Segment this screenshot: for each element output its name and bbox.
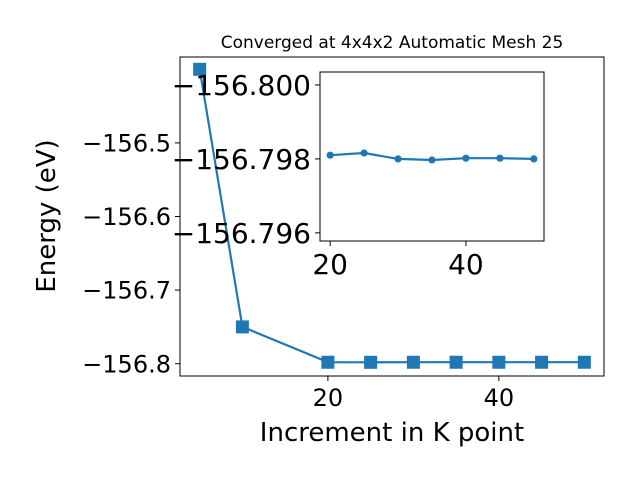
inset-data-point bbox=[360, 149, 368, 157]
main-data-point bbox=[406, 355, 420, 369]
inset-data-point bbox=[462, 154, 470, 162]
main-data-point bbox=[321, 355, 335, 369]
main-data-point bbox=[577, 355, 591, 369]
inset-x-tick-label: 20 bbox=[312, 248, 348, 281]
inset-series bbox=[326, 149, 538, 164]
main-y-tick-label: −156.8 bbox=[82, 350, 171, 378]
inset-x-ticks: 20 40 bbox=[312, 241, 484, 281]
main-x-tick-label: 40 bbox=[484, 384, 515, 412]
inset-axes: 20 40 −156.800−156.798−156.796 bbox=[172, 69, 545, 281]
chart-title: Converged at 4x4x2 Automatic Mesh 25 bbox=[221, 33, 564, 53]
inset-data-point bbox=[394, 155, 402, 163]
main-data-point bbox=[449, 355, 463, 369]
inset-y-tick-label: −156.798 bbox=[172, 143, 311, 176]
inset-data-point bbox=[326, 151, 334, 159]
inset-data-point bbox=[530, 155, 538, 163]
inset-y-tick-label: −156.796 bbox=[172, 217, 311, 250]
main-y-tick-label: −156.7 bbox=[82, 277, 171, 305]
x-axis-label: Increment in K point bbox=[260, 418, 524, 448]
main-y-ticks: −156.5 −156.6 −156.7 −156.8 bbox=[82, 130, 180, 378]
main-data-point bbox=[492, 355, 506, 369]
inset-y-tick-label: −156.800 bbox=[172, 69, 311, 102]
inset-data-point bbox=[496, 154, 504, 162]
inset-plot-frame bbox=[319, 71, 545, 242]
inset-x-tick-label: 40 bbox=[448, 248, 484, 281]
main-y-tick-label: −156.6 bbox=[82, 203, 171, 231]
main-data-point bbox=[235, 320, 249, 334]
main-data-point bbox=[535, 355, 549, 369]
main-data-point bbox=[364, 355, 378, 369]
main-x-ticks: 20 40 bbox=[313, 376, 515, 412]
main-plot-frame bbox=[179, 56, 605, 377]
y-axis-label: Energy (eV) bbox=[32, 139, 62, 292]
main-x-tick-label: 20 bbox=[313, 384, 344, 412]
inset-data-point bbox=[428, 156, 436, 164]
main-data-point bbox=[193, 62, 207, 76]
inset-y-ticks: −156.800 −156.798 −156.796 bbox=[172, 69, 320, 250]
main-series bbox=[193, 62, 591, 369]
main-y-tick-label: −156.5 bbox=[82, 130, 171, 158]
